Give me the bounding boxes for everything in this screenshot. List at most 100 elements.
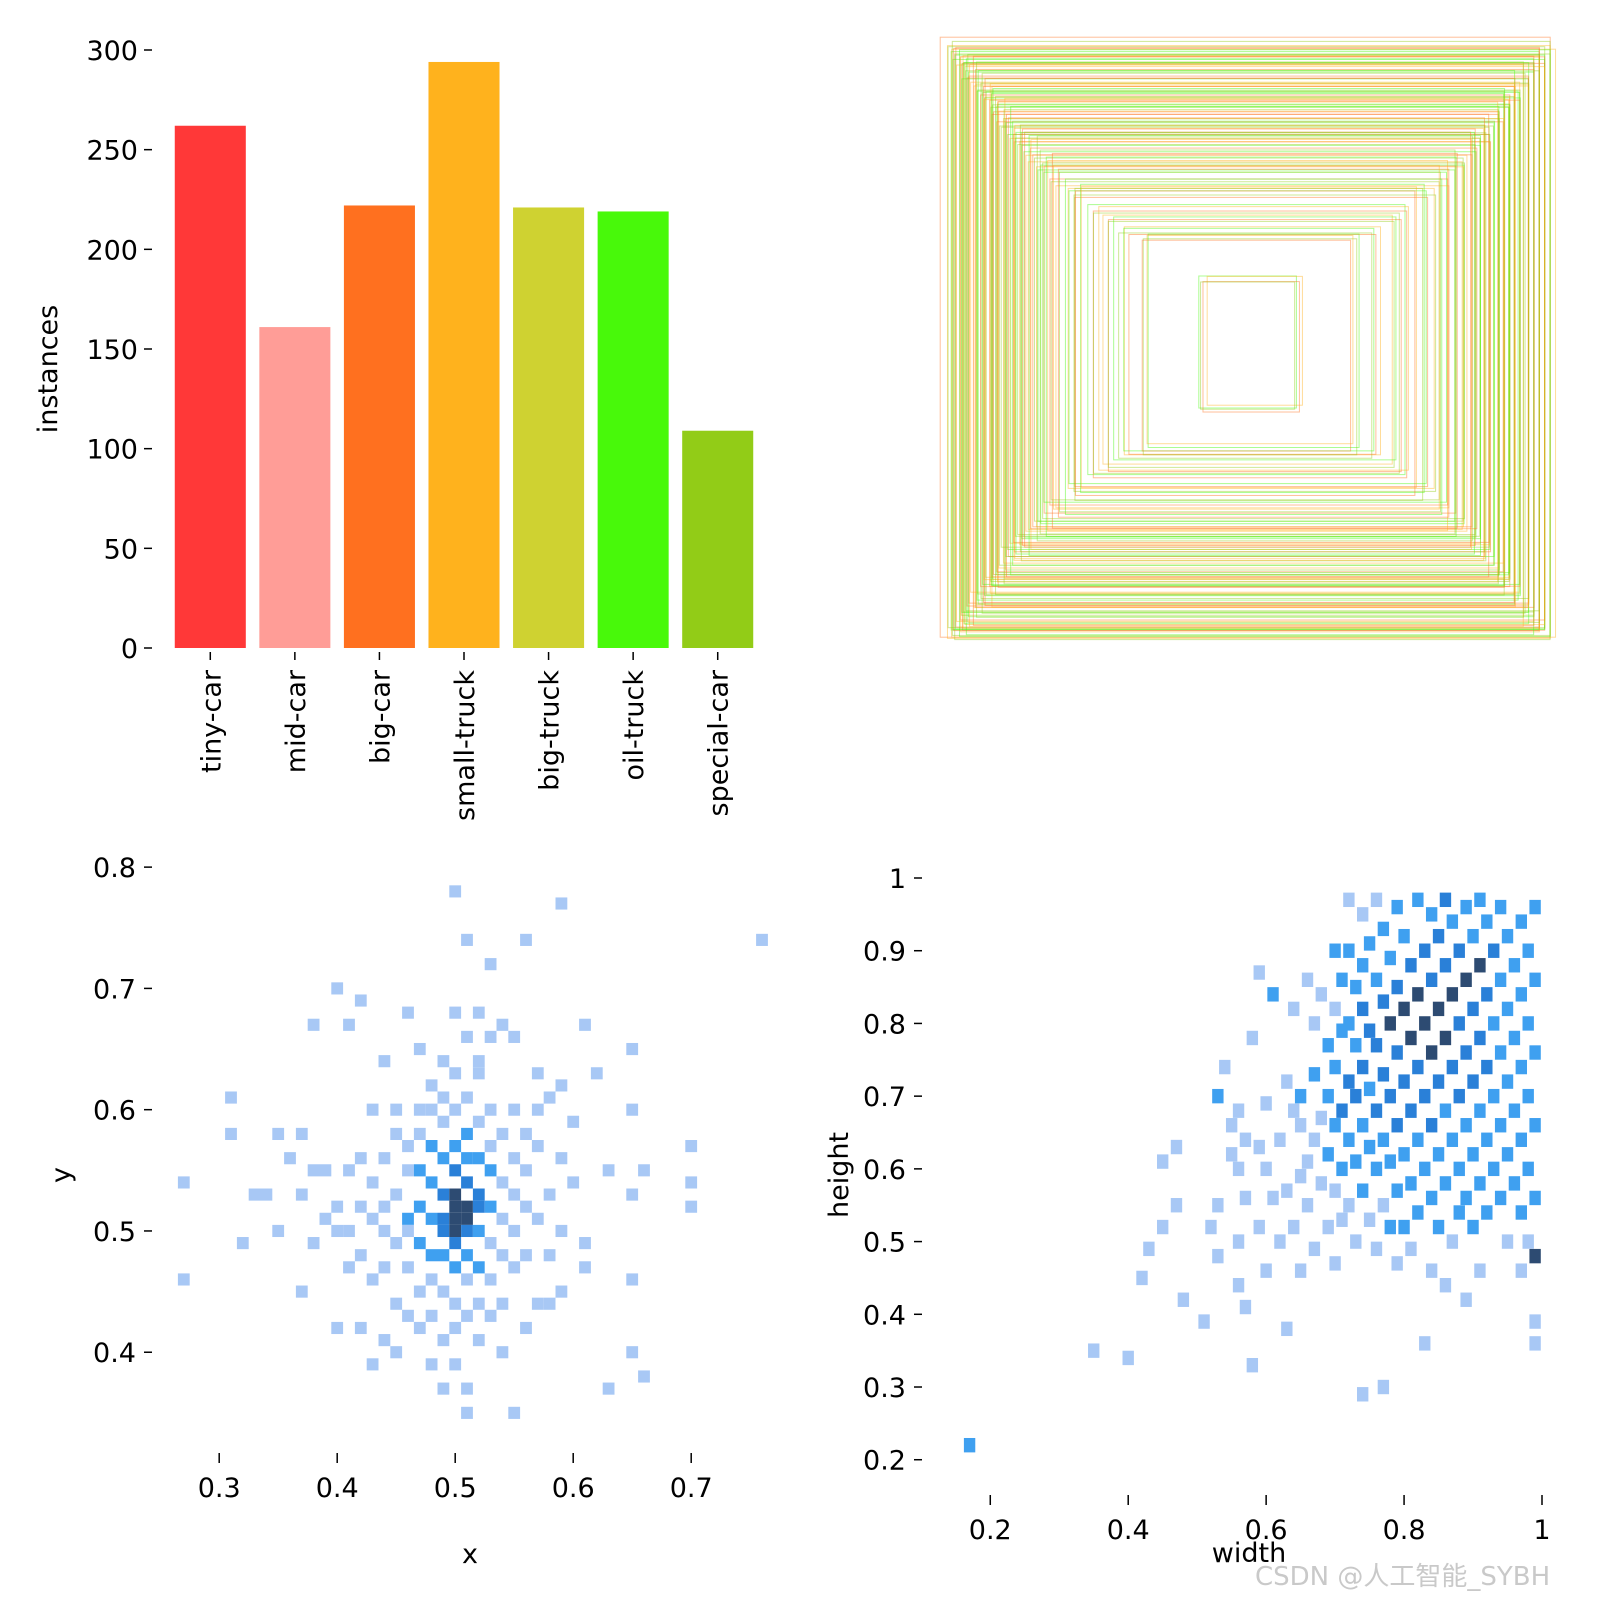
label-box [972,55,1535,626]
x-tick-label: 0.8 [1383,1515,1426,1546]
hist-cell [437,1188,450,1201]
hist-cell [1467,1147,1479,1162]
hist-cell [555,1079,568,1092]
label-box [966,77,1529,607]
hist-cell [1301,972,1314,988]
label-box [964,66,1546,626]
hist-cell [1350,1154,1362,1169]
hist-cell [579,1237,591,1250]
label-box [1007,117,1485,558]
hist-cell [1529,972,1541,988]
hist-cell [626,1103,639,1116]
label-box [976,90,1519,601]
hist-cell [1212,1248,1224,1264]
hist-cell [413,1042,426,1056]
hist-cell [1474,1103,1486,1118]
hist-cell [484,1140,497,1153]
hist-cell [1501,928,1514,944]
hist-cell [1398,928,1410,944]
label-box [991,86,1516,608]
hist-cell [1494,899,1507,915]
hist-cell [378,1334,391,1347]
hist-cell [1239,1190,1252,1206]
hist-cell [1253,1139,1265,1155]
hist-cell [461,1200,473,1213]
hist-cell [1377,1067,1390,1082]
hist-cell [366,1212,379,1225]
label-box [1043,165,1457,514]
hist-cell [413,1321,426,1335]
hist-cell [225,1091,237,1104]
hist-cell [366,1358,379,1371]
hist-cell [437,1334,450,1347]
label-box [976,61,1524,618]
hist-cell [1288,1219,1300,1235]
label-box [1013,127,1485,561]
label-box [989,99,1521,587]
hist-cell [1529,1248,1541,1264]
hist-cell [626,1042,639,1056]
y-axis-label: height [824,1132,855,1218]
hist-cell [685,1200,698,1213]
x-tick-label: 0.3 [198,1473,241,1504]
label-box [981,72,1526,614]
hist-cell [354,994,367,1007]
hist-cell [1357,1059,1369,1075]
hist-cell [1329,1256,1341,1271]
hist-cell [177,1176,190,1189]
label-box [947,46,1546,629]
hist-cell [1170,1198,1183,1213]
hist-cell [1529,1190,1541,1206]
hist-cell [1488,1161,1500,1177]
label-box [965,70,1540,612]
hist-cell [1405,958,1417,973]
x-tick-label: 0.5 [434,1473,477,1504]
y-tick-label: 0.5 [93,1217,136,1248]
hist-cell [461,1030,473,1043]
hist-cell [1260,1161,1272,1177]
hist-cell [449,1103,462,1116]
hist-cell [1294,1263,1307,1278]
y-tick-label: 0.8 [93,853,136,884]
hist-cell [1515,914,1527,929]
label-box [1118,232,1373,459]
hist-cell [1419,1161,1431,1177]
label-box [1074,187,1424,501]
hist-cell [449,1297,462,1310]
hist-cell [1508,1103,1521,1118]
hist-cell [638,1370,650,1383]
hist-cell [484,1237,497,1250]
hist-cell [1515,987,1527,1002]
label-box [967,71,1535,618]
hist-cell [963,1437,976,1453]
hist-cell [1501,1074,1514,1089]
instances-bar-chart: 0 50 100 150 200 250 300 tiny-car mid-car big-car… [33,36,754,821]
label-box [950,51,1540,631]
hist-cell [437,1212,450,1225]
hist-cell [1363,936,1376,951]
hist-cell [413,1200,426,1213]
hist-cell [1398,1074,1410,1089]
bar-x-tick-label: special-car [704,669,735,816]
hist-cell [579,1018,591,1031]
hist-cell [1529,1336,1541,1351]
hist-cell [508,1152,521,1165]
hist-cell [1343,943,1355,958]
label-box [983,99,1510,581]
hist-cell [449,1224,462,1238]
hist-cell [307,1237,320,1250]
hist-cell [543,1297,556,1310]
hist-cell [756,933,768,946]
label-box [1039,149,1456,535]
label-box [954,54,1546,630]
hist-cell [508,1188,521,1201]
hist-cell [1377,1379,1390,1395]
hist-cell [567,1115,580,1128]
hist-cell [1481,1132,1493,1147]
hist-cell [425,1273,438,1286]
hist-cell [1350,979,1362,995]
hist-cell [508,1224,521,1238]
x-axis-label: width [1212,1538,1286,1569]
hist-cell [1515,1263,1527,1278]
hist-cell [390,1297,403,1310]
